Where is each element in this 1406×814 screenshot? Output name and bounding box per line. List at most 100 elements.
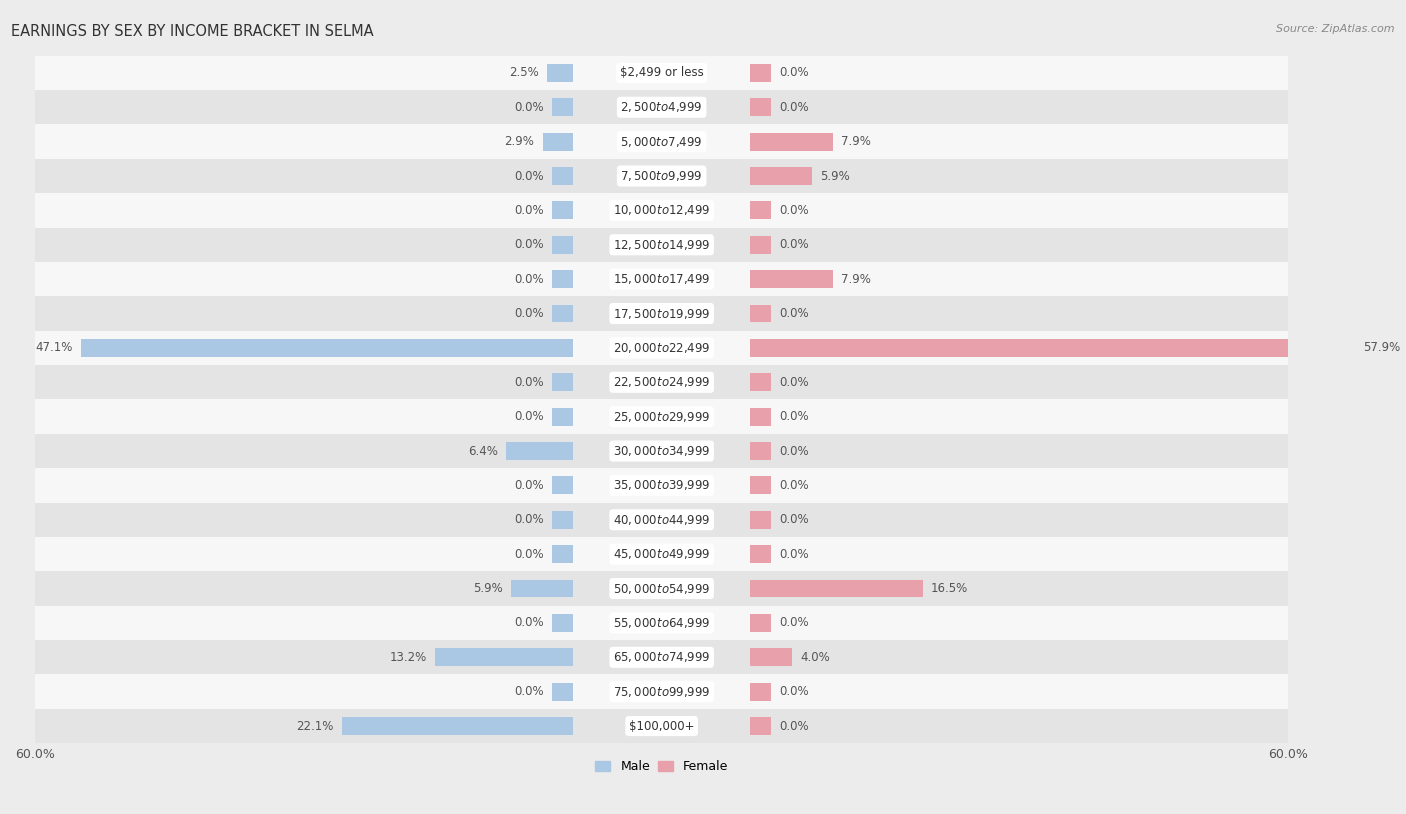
Text: $7,500 to $9,999: $7,500 to $9,999 <box>620 169 703 183</box>
Bar <box>543 133 572 151</box>
Text: $65,000 to $74,999: $65,000 to $74,999 <box>613 650 710 664</box>
Text: 0.0%: 0.0% <box>515 410 544 423</box>
Bar <box>751 408 772 426</box>
Text: 0.0%: 0.0% <box>515 514 544 527</box>
Text: EARNINGS BY SEX BY INCOME BRACKET IN SELMA: EARNINGS BY SEX BY INCOME BRACKET IN SEL… <box>11 24 374 39</box>
Bar <box>751 545 772 563</box>
Bar <box>35 228 1288 262</box>
Text: 0.0%: 0.0% <box>780 444 810 457</box>
Text: 0.0%: 0.0% <box>780 67 810 80</box>
Text: $2,500 to $4,999: $2,500 to $4,999 <box>620 100 703 114</box>
Bar <box>751 167 813 185</box>
Text: 0.0%: 0.0% <box>780 101 810 114</box>
Text: 0.0%: 0.0% <box>780 685 810 698</box>
Text: $5,000 to $7,499: $5,000 to $7,499 <box>620 134 703 149</box>
Bar <box>547 64 572 82</box>
Text: $17,500 to $19,999: $17,500 to $19,999 <box>613 307 710 321</box>
Text: $50,000 to $54,999: $50,000 to $54,999 <box>613 581 710 596</box>
Text: $2,499 or less: $2,499 or less <box>620 67 703 80</box>
Bar <box>751 374 772 392</box>
Text: 0.0%: 0.0% <box>780 307 810 320</box>
Text: $40,000 to $44,999: $40,000 to $44,999 <box>613 513 710 527</box>
Text: 2.9%: 2.9% <box>505 135 534 148</box>
Bar <box>751 717 772 735</box>
Text: 4.0%: 4.0% <box>800 650 831 663</box>
Bar <box>506 442 572 460</box>
Bar <box>553 408 572 426</box>
Text: $25,000 to $29,999: $25,000 to $29,999 <box>613 409 710 423</box>
Bar <box>82 339 572 357</box>
Text: 0.0%: 0.0% <box>780 720 810 733</box>
Bar <box>35 330 1288 365</box>
Text: 0.0%: 0.0% <box>515 616 544 629</box>
Bar <box>553 476 572 494</box>
Text: 57.9%: 57.9% <box>1364 341 1400 354</box>
Text: 7.9%: 7.9% <box>841 135 872 148</box>
Text: 0.0%: 0.0% <box>515 307 544 320</box>
Bar <box>751 270 832 288</box>
Text: $35,000 to $39,999: $35,000 to $39,999 <box>613 479 710 492</box>
Text: 0.0%: 0.0% <box>515 548 544 561</box>
Legend: Male, Female: Male, Female <box>591 755 733 778</box>
Bar <box>35 296 1288 330</box>
Bar <box>553 167 572 185</box>
Bar <box>35 193 1288 228</box>
Text: 6.4%: 6.4% <box>468 444 498 457</box>
Bar <box>553 236 572 254</box>
Text: 0.0%: 0.0% <box>515 273 544 286</box>
Bar <box>35 90 1288 125</box>
Text: $45,000 to $49,999: $45,000 to $49,999 <box>613 547 710 561</box>
Bar <box>751 614 772 632</box>
Text: $12,500 to $14,999: $12,500 to $14,999 <box>613 238 710 252</box>
Bar <box>751 648 792 666</box>
Text: 0.0%: 0.0% <box>780 239 810 252</box>
Bar <box>35 537 1288 571</box>
Bar <box>751 64 772 82</box>
Text: 47.1%: 47.1% <box>35 341 73 354</box>
Bar <box>35 502 1288 537</box>
Text: 13.2%: 13.2% <box>389 650 426 663</box>
Bar <box>751 580 922 597</box>
Bar <box>751 236 772 254</box>
Bar <box>751 476 772 494</box>
Text: 0.0%: 0.0% <box>515 204 544 217</box>
Text: $15,000 to $17,499: $15,000 to $17,499 <box>613 272 710 287</box>
Bar <box>35 400 1288 434</box>
Bar <box>751 304 772 322</box>
Text: 0.0%: 0.0% <box>515 101 544 114</box>
Text: 0.0%: 0.0% <box>780 410 810 423</box>
Bar <box>35 571 1288 606</box>
Bar <box>751 339 1355 357</box>
Text: $55,000 to $64,999: $55,000 to $64,999 <box>613 616 710 630</box>
Text: $30,000 to $34,999: $30,000 to $34,999 <box>613 444 710 458</box>
Text: $20,000 to $22,499: $20,000 to $22,499 <box>613 341 710 355</box>
Text: 0.0%: 0.0% <box>515 169 544 182</box>
Bar <box>35 262 1288 296</box>
Bar <box>553 614 572 632</box>
Text: 0.0%: 0.0% <box>515 479 544 492</box>
Text: 0.0%: 0.0% <box>780 514 810 527</box>
Bar <box>553 98 572 116</box>
Text: $22,500 to $24,999: $22,500 to $24,999 <box>613 375 710 389</box>
Text: $100,000+: $100,000+ <box>628 720 695 733</box>
Bar <box>751 442 772 460</box>
Bar <box>553 201 572 219</box>
Bar <box>751 98 772 116</box>
Text: $75,000 to $99,999: $75,000 to $99,999 <box>613 685 710 698</box>
Bar <box>35 434 1288 468</box>
Bar <box>553 304 572 322</box>
Bar <box>35 55 1288 90</box>
Bar <box>35 365 1288 400</box>
Text: 0.0%: 0.0% <box>515 376 544 389</box>
Bar <box>751 133 832 151</box>
Text: 0.0%: 0.0% <box>515 685 544 698</box>
Bar <box>751 683 772 701</box>
Text: 5.9%: 5.9% <box>821 169 851 182</box>
Bar <box>342 717 572 735</box>
Text: 7.9%: 7.9% <box>841 273 872 286</box>
Bar <box>512 580 572 597</box>
Text: Source: ZipAtlas.com: Source: ZipAtlas.com <box>1277 24 1395 34</box>
Text: 16.5%: 16.5% <box>931 582 969 595</box>
Text: 2.5%: 2.5% <box>509 67 538 80</box>
Text: 0.0%: 0.0% <box>780 616 810 629</box>
